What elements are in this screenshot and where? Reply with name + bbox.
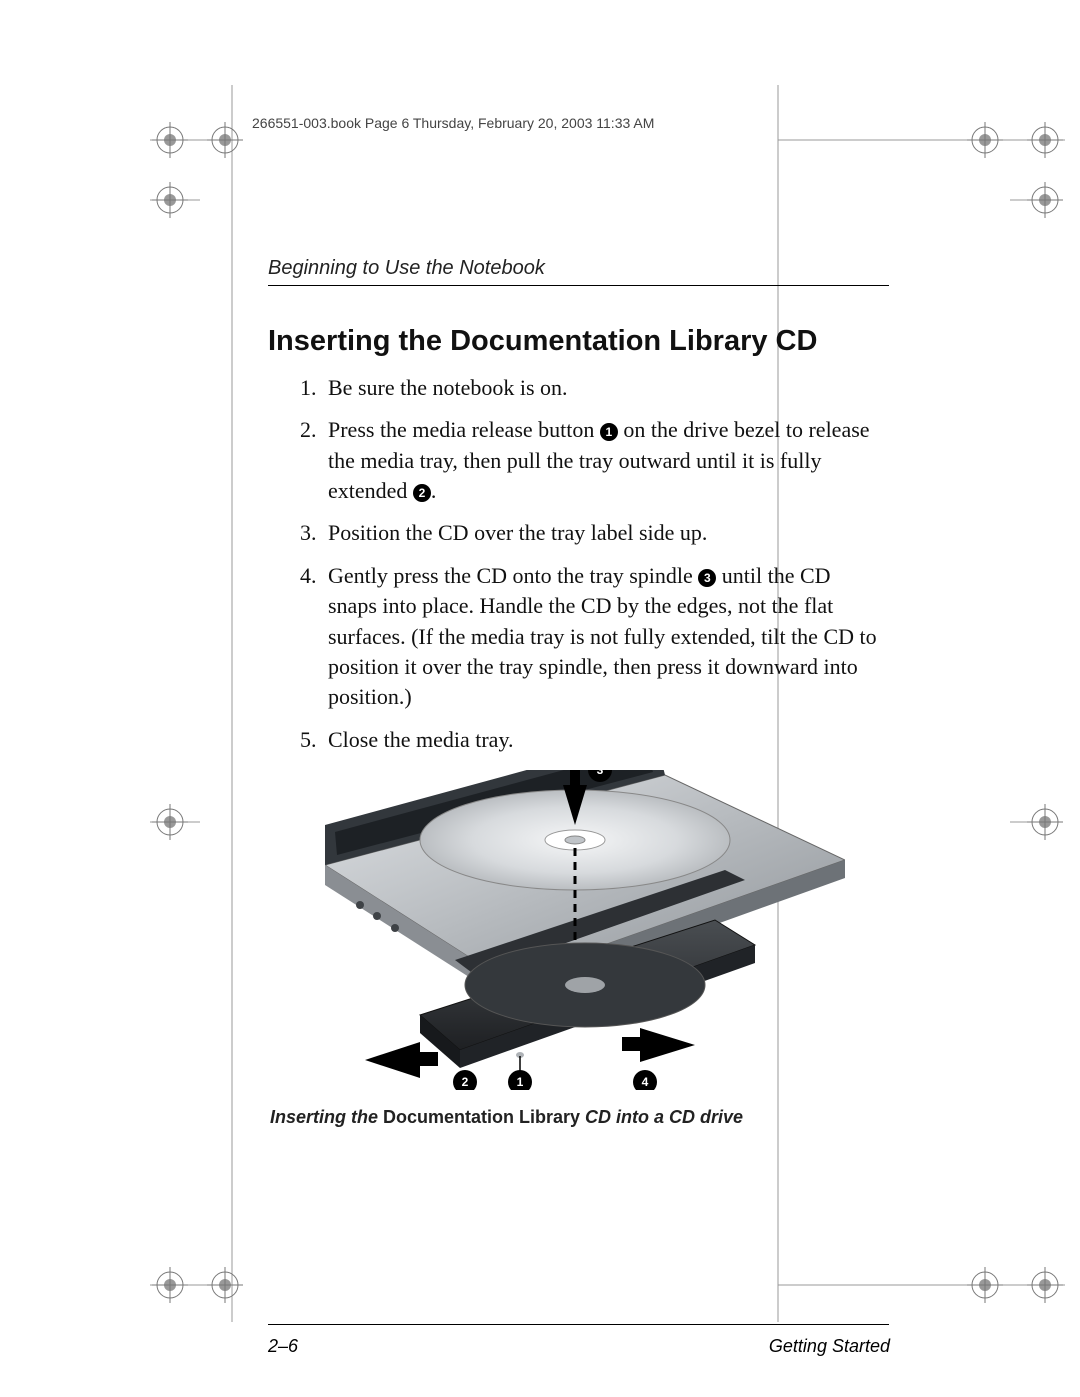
- callout-1-icon: 1: [600, 423, 618, 441]
- caption-text: CD into a CD drive: [580, 1107, 743, 1127]
- callout-badge-2: 2: [453, 1070, 477, 1090]
- step-item: 3. Position the CD over the tray label s…: [300, 518, 880, 548]
- step-text-part: Press the media release button: [328, 417, 600, 442]
- book-section-label: Getting Started: [769, 1336, 890, 1357]
- step-number: 2.: [300, 415, 328, 506]
- steps-list: 1. Be sure the notebook is on. 2. Press …: [300, 373, 880, 767]
- step-text-part: .: [431, 478, 437, 503]
- figure-caption: Inserting the Documentation Library CD i…: [270, 1107, 743, 1128]
- footer-rule: [268, 1324, 889, 1325]
- document-page: 266551-003.book Page 6 Thursday, Februar…: [0, 0, 1080, 1397]
- svg-text:1: 1: [517, 1075, 524, 1089]
- callout-2-icon: 2: [413, 484, 431, 502]
- header-rule: [268, 285, 889, 286]
- step-text-part: Gently press the CD onto the tray spindl…: [328, 563, 698, 588]
- section-heading: Inserting the Documentation Library CD: [268, 325, 817, 358]
- page-build-metadata: 266551-003.book Page 6 Thursday, Februar…: [252, 115, 654, 131]
- step-number: 5.: [300, 725, 328, 755]
- step-text: Gently press the CD onto the tray spindl…: [328, 561, 880, 713]
- caption-text-bold: Documentation Library: [383, 1107, 580, 1127]
- step-number: 3.: [300, 518, 328, 548]
- arrow-left-icon: [365, 1042, 438, 1078]
- step-item: 1. Be sure the notebook is on.: [300, 373, 880, 403]
- page-number: 2–6: [268, 1336, 298, 1357]
- arrow-right-icon: [622, 1028, 695, 1062]
- step-number: 4.: [300, 561, 328, 713]
- step-item: 5. Close the media tray.: [300, 725, 880, 755]
- callout-badge-1: 1: [508, 1070, 532, 1090]
- step-text: Position the CD over the tray label side…: [328, 518, 880, 548]
- callout-3-icon: 3: [698, 569, 716, 587]
- caption-text: Inserting the: [270, 1107, 383, 1127]
- callout-badge-4: 4: [633, 1070, 657, 1090]
- running-header: Beginning to Use the Notebook: [268, 257, 545, 280]
- svg-text:2: 2: [462, 1075, 469, 1089]
- step-text: Close the media tray.: [328, 725, 880, 755]
- step-item: 4. Gently press the CD onto the tray spi…: [300, 561, 880, 713]
- step-item: 2. Press the media release button 1 on t…: [300, 415, 880, 506]
- figure-svg: 3 2 1 4: [325, 770, 845, 1090]
- svg-text:4: 4: [642, 1075, 649, 1089]
- step-text: Be sure the notebook is on.: [328, 373, 880, 403]
- step-number: 1.: [300, 373, 328, 403]
- figure-cd-insert: 3 2 1 4: [325, 770, 845, 1090]
- step-text: Press the media release button 1 on the …: [328, 415, 880, 506]
- svg-text:3: 3: [597, 770, 604, 777]
